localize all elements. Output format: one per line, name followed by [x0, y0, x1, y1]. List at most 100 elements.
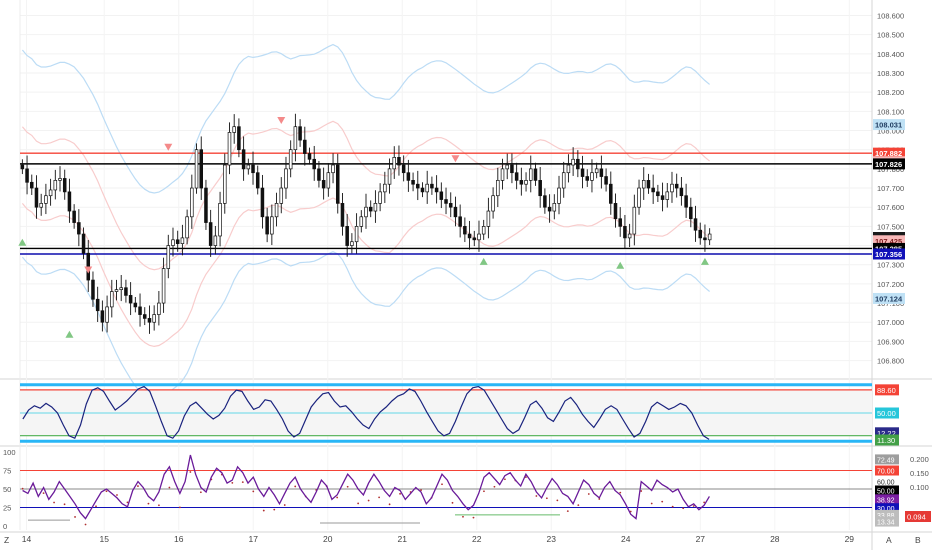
candle-body [481, 226, 486, 235]
osc2-right-tick: 0.150 [910, 469, 929, 478]
candle-body [128, 295, 133, 304]
osc2-right-tick: 0.200 [910, 455, 929, 464]
price-tick-label: 107.300 [877, 261, 904, 270]
price-tick-label: 108.600 [877, 12, 904, 21]
price-badge-label: 107.356 [875, 250, 902, 259]
candle-body [444, 199, 448, 204]
candle-body [185, 216, 189, 239]
price-tick-label: 108.000 [877, 127, 904, 136]
osc2-dot [504, 478, 506, 481]
price-tick-label: 107.700 [877, 184, 904, 193]
osc2-dot [462, 515, 464, 518]
candle-body [514, 172, 519, 181]
lower-outer-band [21, 251, 710, 401]
candle-body [110, 291, 114, 308]
osc2-dot [147, 502, 150, 505]
candle-body [585, 176, 590, 181]
candle-body [472, 237, 477, 241]
candle-body [147, 318, 152, 323]
osc2-dot [158, 504, 160, 507]
candle-body [119, 287, 123, 290]
candle-body [345, 226, 349, 246]
candle-body [703, 237, 707, 241]
candle-body [547, 206, 552, 212]
candle-body [303, 139, 307, 154]
osc2-dot [241, 481, 244, 484]
candle-body [53, 180, 58, 191]
sell-signal-icon [277, 116, 286, 124]
osc2-dot [472, 516, 475, 519]
candle-body [632, 206, 637, 235]
date-label: 20 [323, 534, 333, 544]
osc2-dot [640, 490, 643, 492]
candle-body [524, 180, 528, 185]
osc2-left-tick: 50 [3, 485, 11, 494]
candle-body [260, 187, 265, 218]
osc2-dot [692, 505, 695, 507]
candle-body [609, 183, 613, 204]
candle-body [251, 164, 255, 174]
candle-body [557, 187, 561, 204]
osc2-dot [388, 503, 391, 506]
candle-body [618, 218, 622, 227]
osc2-dot [262, 509, 265, 512]
date-label: 16 [174, 534, 184, 544]
price-tick-label: 107.000 [877, 318, 904, 327]
date-label: 17 [249, 534, 259, 544]
lower-inner-band [21, 197, 710, 348]
candle-body [194, 149, 199, 189]
price-tick-label: 106.900 [877, 337, 904, 346]
candle-body [373, 203, 378, 212]
candle-body [561, 172, 566, 189]
date-label: 29 [845, 534, 855, 544]
buy-signal-icon [700, 257, 709, 265]
osc2-badge [875, 465, 899, 476]
osc2-badge [875, 485, 899, 496]
candle-body [157, 302, 161, 315]
candle-body [623, 226, 627, 239]
candle-body [571, 158, 575, 166]
price-tick-label: 106.800 [877, 357, 904, 366]
candle-body [350, 241, 354, 246]
candle-body [533, 168, 538, 181]
candle-body [30, 181, 34, 189]
candle-body [293, 126, 298, 151]
candle-body [335, 164, 340, 204]
candle-body [665, 191, 670, 200]
osc2-left-tick: 0 [3, 522, 7, 531]
osc2-dot [556, 499, 559, 502]
candle-body [637, 187, 641, 208]
osc2-dot [283, 504, 286, 506]
sell-signal-icon [84, 266, 93, 274]
candle-body [463, 226, 467, 235]
osc2-dot [367, 499, 370, 502]
candle-body [175, 239, 180, 244]
candle-body [105, 306, 109, 323]
candle-body [505, 164, 509, 170]
osc2-badge-label: 13.34 [877, 520, 895, 527]
price-badge [873, 242, 905, 254]
candle-body [265, 216, 269, 235]
candle-body [227, 132, 232, 166]
candle-body [100, 310, 105, 323]
price-tick-label: 108.400 [877, 50, 904, 59]
candle-body [467, 233, 472, 239]
osc2-dot [598, 498, 601, 500]
candle-body [124, 287, 128, 296]
osc2-dot [189, 471, 192, 473]
candle-body [237, 126, 241, 151]
osc2-right-tick: 0.100 [910, 483, 929, 492]
osc1-badge [875, 407, 899, 419]
price-badge-label: 107.826 [875, 160, 902, 169]
osc2-dot [42, 492, 45, 495]
candle-body [496, 180, 500, 197]
osc2-dot [650, 502, 653, 505]
osc1-badge [875, 434, 899, 446]
candle-body [627, 233, 632, 239]
osc2-dot [346, 485, 349, 488]
candle-body [232, 126, 236, 133]
price-badge-label: 108.031 [875, 121, 902, 130]
candle-body [218, 203, 222, 237]
osc2-dot [545, 497, 548, 500]
